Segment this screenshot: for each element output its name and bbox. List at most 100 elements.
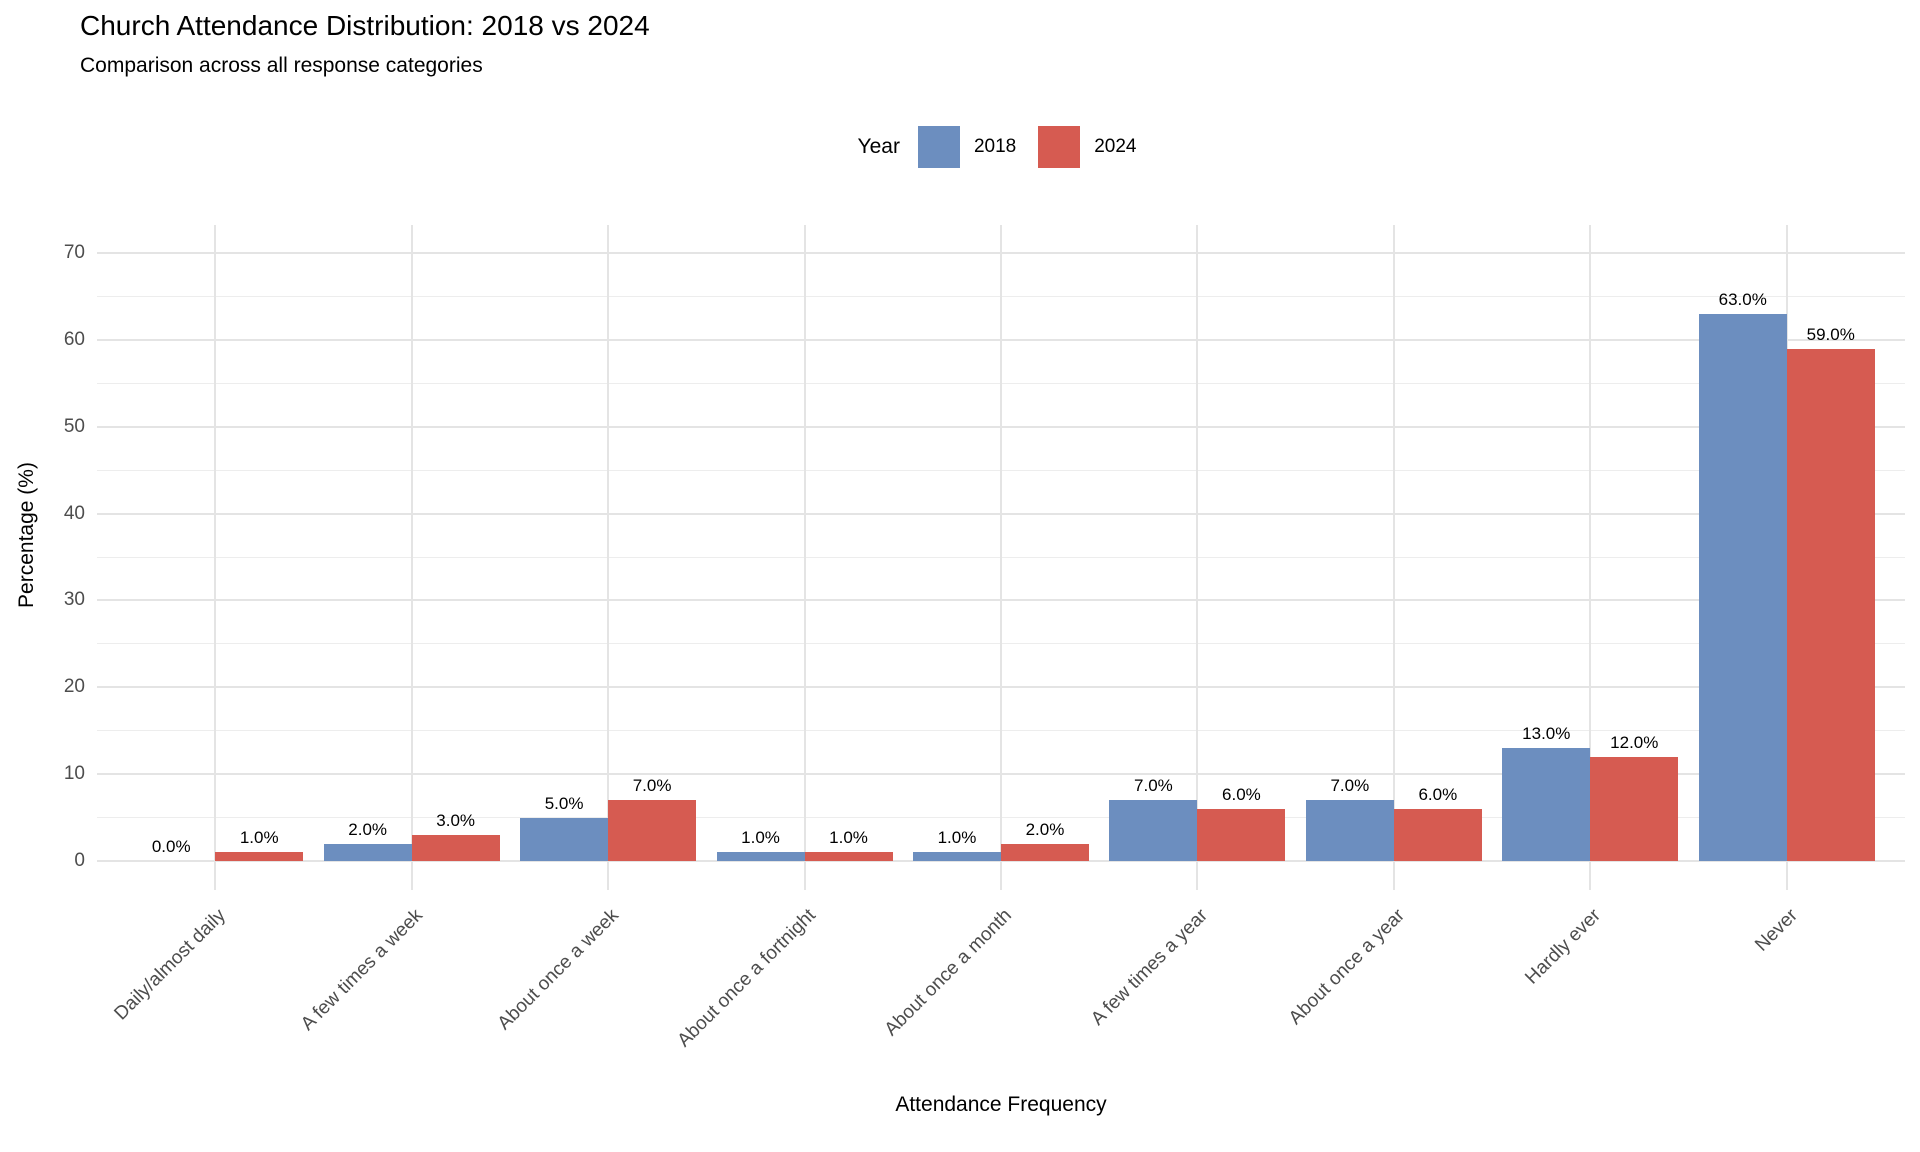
y-tick-label: 70 — [63, 241, 85, 263]
bar-value-label: 1.0% — [741, 828, 780, 848]
x-axis-tick-labels: Daily/almost daily A few times a week Abou… — [97, 890, 1905, 1090]
x-axis-title: Attendance Frequency — [895, 1093, 1107, 1116]
bar-2018 — [1109, 800, 1198, 861]
bar-value-label: 6.0% — [1222, 784, 1261, 804]
bar-unit: 2.0% — [323, 819, 412, 861]
bar-value-label: 3.0% — [436, 810, 476, 830]
bar-2024 — [1197, 808, 1286, 861]
bar-unit: 59.0% — [1786, 324, 1875, 861]
bar-value-label: 7.0% — [632, 776, 672, 796]
y-tick-label: 20 — [63, 676, 85, 698]
y-tick-label: 60 — [63, 328, 85, 350]
bar-unit: 7.0% — [608, 776, 697, 861]
chart-subtitle: Comparison across all response categorie… — [80, 54, 483, 77]
bar-unit: 7.0% — [1109, 776, 1198, 861]
bar-unit: 6.0% — [1393, 785, 1482, 861]
bar-2024 — [1000, 843, 1089, 861]
bar-2024 — [411, 834, 500, 861]
vertical-gridline — [1589, 225, 1592, 890]
bar-unit: 1.0% — [912, 828, 1001, 861]
y-tick-label: 10 — [63, 763, 85, 785]
bar-value-label: 59.0% — [1806, 324, 1855, 344]
bar-2018 — [520, 817, 609, 861]
bar-2018 — [912, 852, 1001, 861]
bar-2018 — [716, 852, 805, 861]
bar-unit: 2.0% — [1000, 819, 1089, 861]
bar-pair: 7.0% 6.0% — [1099, 776, 1295, 861]
bar-unit: 1.0% — [215, 828, 304, 861]
bar-value-label: 1.0% — [937, 828, 977, 848]
bar-2018 — [1305, 800, 1394, 861]
category-group: 1.0% 1.0% — [706, 225, 902, 890]
y-tick-label: 50 — [63, 415, 85, 437]
legend-item: 2018 — [917, 126, 1017, 168]
bar-2024 — [1393, 808, 1482, 861]
plot-panel: 0.0% 1.0% 2.0% 3.0% 5.0% 7.0% 1.0% 1.0% 1.0% 2.0%… — [97, 225, 1905, 890]
legend: Year 2018 2024 — [97, 124, 1905, 170]
category-group: 13.0% 12.0% — [1492, 225, 1688, 890]
category-group: 0.0% 1.0% — [117, 225, 313, 890]
legend-label: 2018 — [973, 136, 1017, 157]
bar-value-label: 5.0% — [544, 793, 584, 813]
legend-swatch-2018 — [917, 126, 960, 168]
vertical-gridline — [607, 225, 610, 890]
category-group: 2.0% 3.0% — [313, 225, 509, 890]
bar-pair: 63.0% 59.0% — [1689, 290, 1885, 861]
bar-unit: 6.0% — [1197, 784, 1286, 861]
bar-pair: 7.0% 6.0% — [1296, 776, 1492, 861]
y-tick-label: 40 — [63, 502, 85, 524]
vertical-gridline — [803, 225, 806, 890]
bar-unit: 5.0% — [520, 793, 609, 861]
bar-2018 — [1698, 313, 1787, 861]
bar-unit: 3.0% — [411, 810, 500, 861]
bar-pair: 13.0% 12.0% — [1492, 724, 1688, 861]
legend-title: Year — [857, 135, 900, 158]
bar-value-label: 1.0% — [239, 828, 279, 848]
y-tick-label: 30 — [63, 589, 85, 611]
category-group: 5.0% 7.0% — [510, 225, 706, 890]
chart-title: Church Attendance Distribution: 2018 vs … — [80, 10, 650, 41]
bar-unit: 0.0% — [127, 837, 215, 861]
bar-groups: 0.0% 1.0% 2.0% 3.0% 5.0% 7.0% 1.0% 1.0% 1.0% 2.0%… — [97, 225, 1905, 890]
vertical-gridline — [214, 225, 217, 890]
bar-unit: 13.0% — [1502, 724, 1591, 861]
bar-unit: 12.0% — [1590, 732, 1679, 861]
bar-pair: 0.0% 1.0% — [117, 828, 313, 861]
bar-value-label: 7.0% — [1134, 776, 1173, 796]
legend-swatch-2024 — [1038, 126, 1081, 168]
bar-2024 — [215, 852, 304, 861]
category-group: 7.0% 6.0% — [1099, 225, 1295, 890]
bar-pair: 2.0% 3.0% — [313, 811, 509, 861]
vertical-gridline — [1392, 225, 1395, 890]
bar-2018 — [1502, 748, 1591, 861]
bar-pair: 1.0% 2.0% — [903, 820, 1099, 861]
bar-value-label: 13.0% — [1522, 724, 1571, 744]
bar-pair: 1.0% 1.0% — [706, 828, 902, 861]
bar-value-label: 7.0% — [1330, 776, 1370, 796]
bar-2024 — [1590, 756, 1679, 861]
vertical-gridline — [410, 225, 413, 890]
bar-value-label: 12.0% — [1610, 732, 1659, 752]
bar-pair: 5.0% 7.0% — [510, 776, 706, 861]
bar-2024 — [608, 800, 697, 861]
bar-2024 — [1786, 348, 1875, 861]
vertical-gridline — [999, 225, 1002, 890]
category-group: 1.0% 2.0% — [903, 225, 1099, 890]
y-axis-tick-labels: 0 10 20 30 40 50 60 70 — [30, 225, 85, 890]
category-group: 7.0% 6.0% — [1296, 225, 1492, 890]
y-tick-label: 0 — [74, 850, 85, 871]
category-group: 63.0% 59.0% — [1689, 225, 1885, 890]
bar-unit: 1.0% — [804, 828, 893, 861]
bar-unit: 1.0% — [716, 828, 805, 861]
bar-value-label: 2.0% — [1025, 819, 1065, 839]
legend-item: 2024 — [1038, 126, 1137, 168]
bar-2018 — [323, 843, 412, 861]
bar-value-label: 2.0% — [348, 819, 388, 839]
bar-value-label: 1.0% — [829, 828, 868, 848]
bar-2024 — [804, 852, 893, 861]
vertical-gridline — [1196, 225, 1199, 890]
legend-label: 2024 — [1094, 136, 1137, 157]
bar-unit: 63.0% — [1698, 290, 1787, 861]
bar-unit: 7.0% — [1305, 776, 1394, 861]
